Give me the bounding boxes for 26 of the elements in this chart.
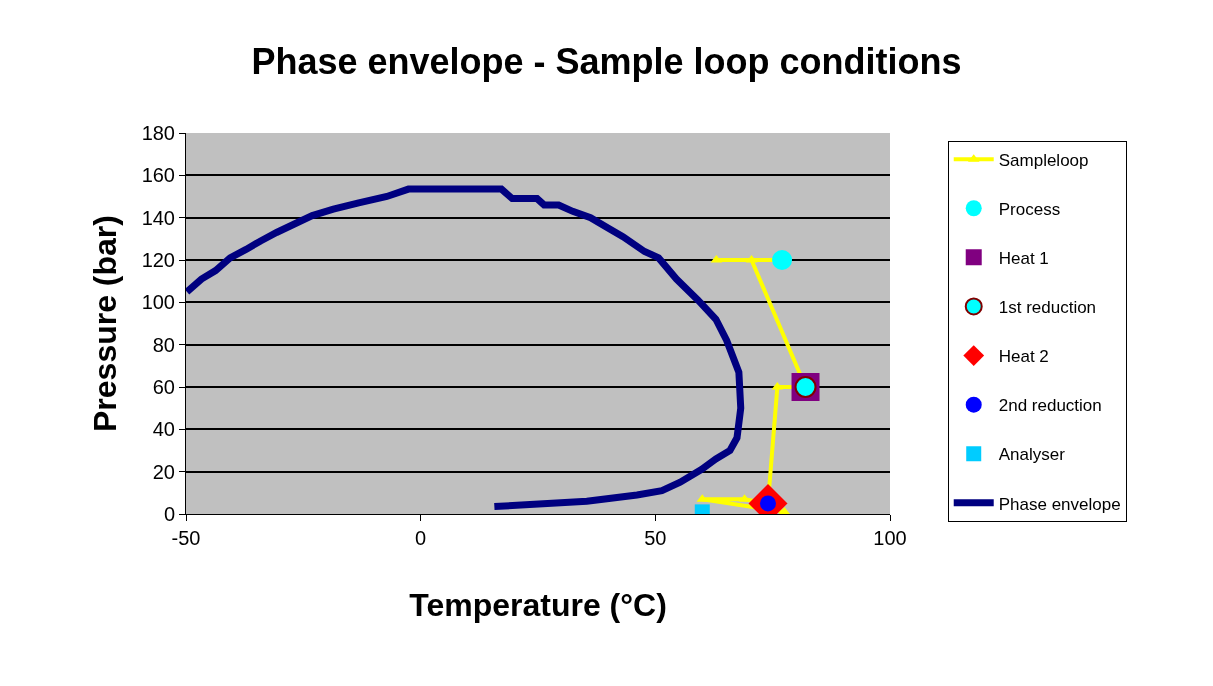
legend-label: 2nd reduction [998,396,1102,416]
y-tick-label: 180 [141,122,175,144]
legend-label: Analyser [998,445,1066,465]
legend-label: Heat 1 [998,249,1049,268]
y-tick-label: 160 [141,164,175,187]
legend-label: Phase envelope [998,494,1121,514]
chart-title: Phase envelope - Sample loop conditions [251,41,962,83]
y-tick-label: 60 [152,376,175,398]
y-tick-label: 0 [163,503,175,525]
legend-label: 1st reduction [998,298,1097,318]
y-tick-label: 80 [152,333,175,356]
y-tick-label: 20 [152,460,175,483]
y-tick-label: 140 [141,206,175,229]
y-axis-title: Pressure (bar) [86,215,123,432]
legend-label: Sampleloop [998,150,1089,170]
y-tick-label: 100 [141,291,175,314]
point [772,250,793,270]
x-tick-label: 50 [644,527,667,549]
x-tick-label: -50 [171,527,201,549]
y-tick-label: 120 [141,249,175,271]
legend-label: Process [998,199,1061,219]
x-axis-title: Temperature (°C) [409,586,667,623]
legend-label: Heat 2 [998,347,1049,367]
x-tick-label: 0 [415,527,427,549]
y-tick-label: 40 [152,418,175,441]
x-tick-label: 100 [873,527,907,549]
